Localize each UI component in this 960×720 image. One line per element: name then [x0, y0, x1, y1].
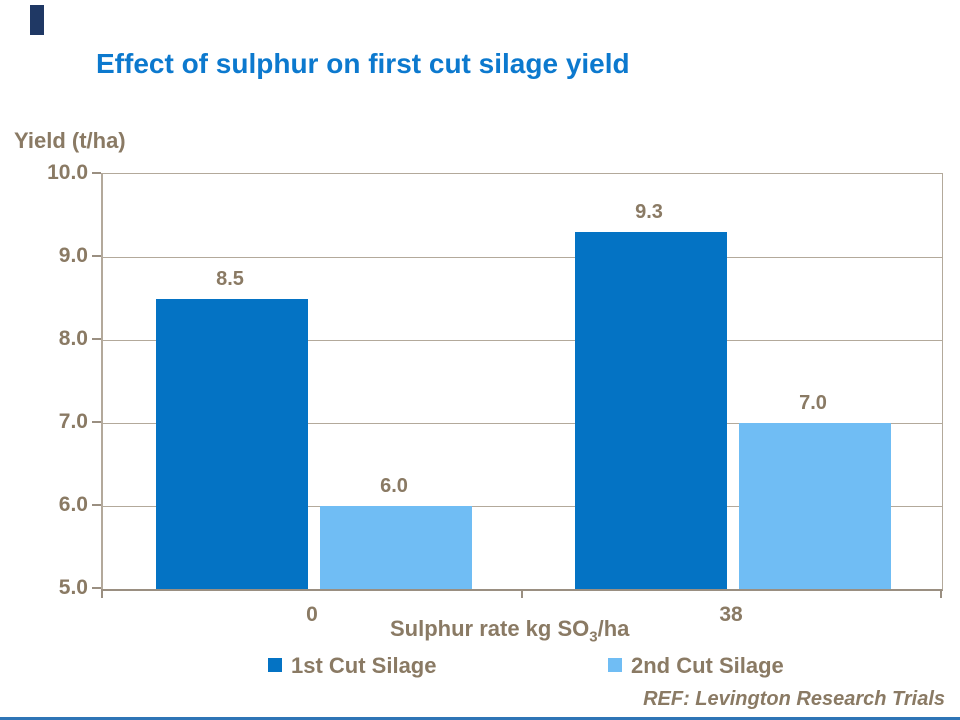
bottom-accent-line [0, 717, 960, 720]
gridline-8.0 [103, 340, 942, 341]
reference-note: REF: Levington Research Trials [643, 688, 945, 710]
y-axis-tick-mark-5.0 [92, 587, 101, 589]
gridline-6.0 [103, 506, 942, 507]
plot-area [101, 173, 943, 591]
gridline-7.0 [103, 423, 942, 424]
y-axis-tick-mark-9.0 [92, 255, 101, 257]
y-axis-tick-mark-10.0 [92, 172, 101, 174]
legend-item-2nd-cut-silage: 2nd Cut Silage [608, 653, 784, 679]
bar-2nd-cut-silage-0 [320, 506, 472, 589]
legend-swatch-1st-cut-icon [268, 658, 282, 672]
bar-value-label-0-0: 8.5 [216, 267, 244, 290]
bar-value-label-0-1: 6.0 [380, 475, 408, 497]
x-axis-tick-mark-2 [940, 589, 942, 598]
gridline-9.0 [103, 257, 942, 258]
bar-value-label-38-1: 7.0 [799, 392, 827, 414]
slide-accent-bar [30, 5, 44, 35]
x-axis-title: Sulphur rate kg SO3/ha [390, 616, 630, 646]
bar-1st-cut-silage-0 [156, 298, 308, 589]
x-axis-title-prefix: Sulphur rate kg SO [390, 616, 590, 641]
y-axis-tick-label-7.0: 7.0 [58, 410, 88, 433]
x-category-label-0: 0 [306, 603, 318, 626]
y-axis-tick-label-6.0: 6.0 [58, 493, 88, 516]
legend-swatch-2nd-cut-icon [608, 658, 622, 672]
y-axis-tick-label-8.0: 8.0 [58, 327, 88, 350]
y-axis-tick-label-9.0: 9.0 [58, 244, 88, 267]
legend-item-1st-cut-silage: 1st Cut Silage [268, 653, 436, 679]
legend-label-1st-cut: 1st Cut Silage [291, 653, 437, 678]
x-axis-tick-mark-1 [521, 589, 523, 598]
x-axis-tick-mark-0 [101, 589, 103, 598]
bar-1st-cut-silage-38 [575, 232, 727, 589]
legend-label-2nd-cut: 2nd Cut Silage [631, 653, 784, 678]
bar-2nd-cut-silage-38 [739, 423, 891, 589]
y-axis-tick-mark-7.0 [92, 421, 101, 423]
x-axis-title-suffix: /ha [597, 616, 630, 641]
y-axis-tick-mark-8.0 [92, 338, 101, 340]
y-axis-tick-label-5.0: 5.0 [58, 576, 88, 599]
x-axis-title-subscript: 3 [589, 628, 598, 646]
chart-title: Effect of sulphur on first cut silage yi… [96, 48, 630, 79]
y-axis-title: Yield (t/ha) [14, 128, 126, 153]
y-axis-tick-mark-6.0 [92, 504, 101, 506]
x-category-label-38: 38 [719, 603, 743, 626]
bar-value-label-38-0: 9.3 [635, 201, 663, 224]
y-axis-tick-label-10.0: 10.0 [47, 161, 88, 184]
